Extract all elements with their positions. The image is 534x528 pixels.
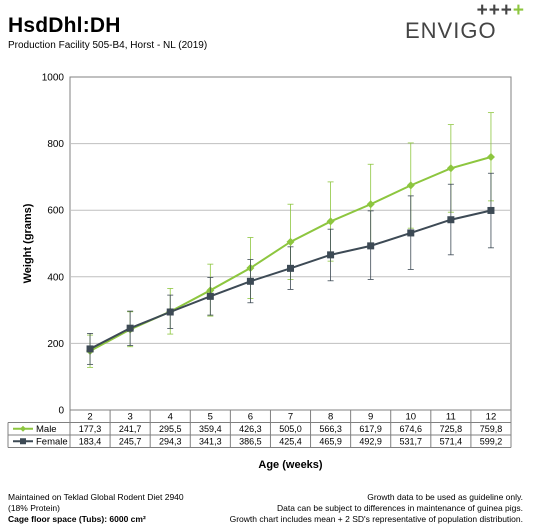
y-tick-label: 200	[47, 339, 64, 350]
legend-label-male: Male	[36, 424, 57, 435]
data-label-male: 566,3	[319, 424, 342, 434]
data-label-female: 425,4	[279, 437, 302, 447]
chart-subtitle: Production Facility 505-B4, Horst - NL (…	[8, 40, 208, 51]
data-label-male: 725,8	[440, 424, 463, 434]
data-point-female	[287, 264, 294, 272]
data-point-male	[286, 237, 295, 246]
data-label-male: 674,6	[400, 424, 423, 434]
y-tick-label: 400	[47, 272, 64, 283]
data-label-female: 341,3	[199, 437, 222, 447]
data-label-female: 492,9	[359, 437, 382, 447]
data-point-male	[366, 200, 375, 209]
x-tick-label: 5	[208, 412, 213, 423]
data-point-female	[447, 216, 455, 224]
legend-marker-female	[20, 438, 26, 445]
y-tick-label: 800	[47, 139, 64, 150]
data-label-female: 465,9	[319, 437, 342, 447]
x-tick-label: 4	[168, 412, 173, 423]
data-point-male	[486, 152, 495, 161]
footer-right-notes: Growth data to be used as guideline only…	[230, 492, 523, 525]
x-tick-label: 10	[405, 412, 416, 423]
data-point-female	[487, 206, 495, 214]
data-label-female: 386,5	[239, 437, 262, 447]
data-point-male	[446, 164, 455, 173]
y-tick-label: 600	[47, 206, 64, 217]
data-label-male: 505,0	[279, 424, 302, 434]
data-label-female: 531,7	[400, 437, 423, 447]
logo-plus-marks: ++++	[476, 0, 525, 21]
data-point-female	[206, 292, 214, 300]
data-point-male	[326, 217, 335, 226]
data-point-male	[406, 181, 415, 190]
chart-title: HsdDhl:DH	[8, 14, 121, 37]
data-label-male: 617,9	[359, 424, 382, 434]
data-label-male: 177,3	[79, 424, 102, 434]
data-label-female: 183,4	[79, 437, 102, 447]
footer-left-notes: Maintained on Teklad Global Rodent Diet …	[8, 492, 184, 525]
legend-label-female: Female	[36, 437, 68, 448]
x-tick-label: 6	[248, 412, 253, 423]
data-point-female	[407, 229, 415, 237]
variability-note: Data can be subject to differences in ma…	[276, 503, 523, 513]
guideline-note: Growth data to be used as guideline only…	[367, 492, 523, 502]
data-label-female: 294,3	[159, 437, 182, 447]
y-axis-label: Weight (grams)	[22, 203, 34, 283]
sd-note: Growth chart includes mean + 2 SD's repr…	[229, 514, 523, 524]
x-tick-label: 12	[486, 412, 497, 423]
logo-wordmark: ENVIGO	[405, 18, 497, 43]
x-tick-label: 8	[328, 412, 333, 423]
data-point-female	[126, 324, 134, 332]
x-tick-label: 2	[87, 412, 92, 423]
legend-marker-male	[20, 425, 26, 432]
data-label-female: 245,7	[119, 437, 142, 447]
x-tick-label: 9	[368, 412, 373, 423]
data-label-male: 295,5	[159, 424, 182, 434]
protein-note: (18% Protein)	[8, 503, 60, 513]
y-tick-label: 0	[58, 406, 64, 417]
data-label-male: 359,4	[199, 424, 222, 434]
data-label-male: 241,7	[119, 424, 142, 434]
data-label-male: 426,3	[239, 424, 262, 434]
diet-note: Maintained on Teklad Global Rodent Diet …	[8, 492, 184, 502]
data-point-female	[327, 251, 335, 259]
x-axis-label: Age (weeks)	[258, 459, 323, 471]
data-label-male: 759,8	[480, 424, 503, 434]
data-point-female	[86, 345, 94, 353]
data-label-female: 571,4	[440, 437, 463, 447]
cage-space-note: Cage floor space (Tubs): 6000 cm²	[8, 514, 146, 524]
data-point-female	[166, 308, 174, 316]
x-tick-label: 11	[446, 412, 456, 423]
y-tick-label: 1000	[42, 73, 65, 84]
data-label-female: 599,2	[480, 437, 503, 447]
x-tick-label: 3	[127, 412, 132, 423]
envigo-logo: ++++ ENVIGO	[405, 0, 527, 44]
growth-chart: 0 200 400 600 800 1000 Weight (grams) 2 3 4 5 6 7 8 9 1…	[7, 73, 512, 471]
data-point-female	[367, 242, 375, 250]
x-tick-label: 7	[288, 412, 293, 423]
data-point-female	[246, 277, 254, 285]
